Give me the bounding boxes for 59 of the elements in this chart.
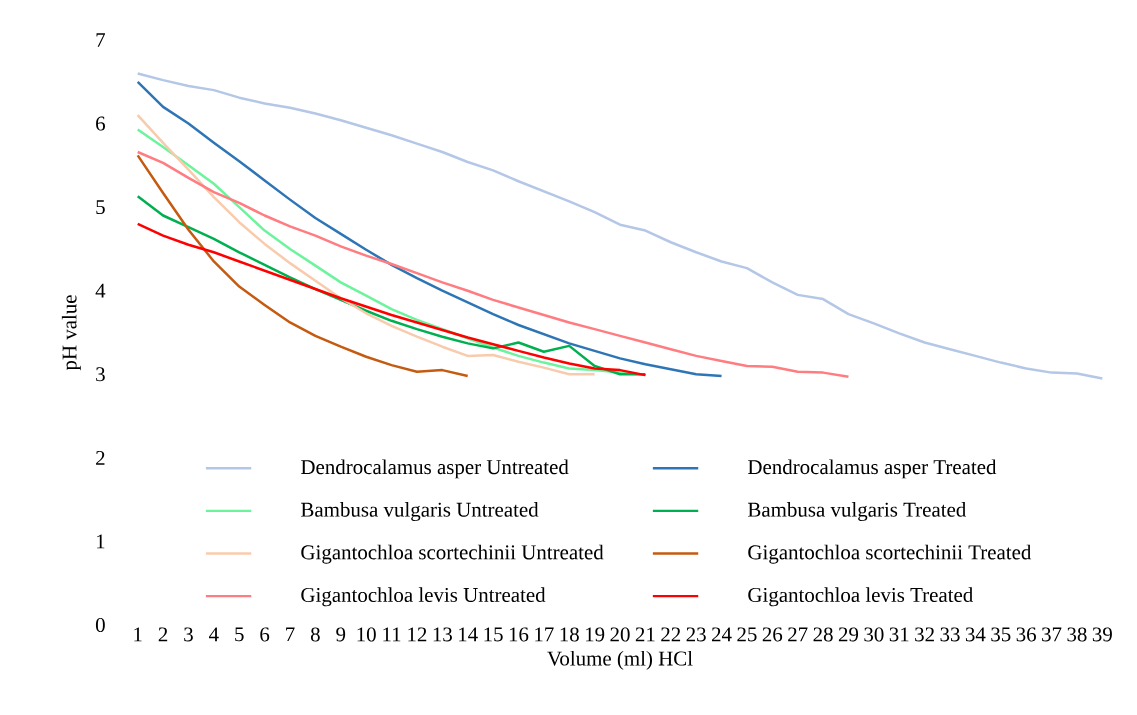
y-tick-label: 5 (96, 200, 105, 215)
x-tick-label: 5 (235, 627, 244, 642)
x-tick-label: 34 (965, 627, 986, 642)
x-tick-label: 22 (661, 627, 681, 642)
y-axis-title: pH value (61, 295, 81, 371)
x-tick-label: 25 (737, 627, 757, 642)
y-tick-label: 6 (96, 116, 106, 131)
legend-label: Gigantochloa levis Untreated (301, 587, 546, 607)
x-tick-label: 21 (635, 627, 655, 642)
legend-label: Bambusa vulgaris Untreated (301, 502, 539, 522)
x-tick-label: 37 (1042, 627, 1062, 642)
x-tick-label: 9 (336, 627, 346, 642)
x-tick-label: 35 (991, 627, 1011, 642)
x-tick-label: 33 (940, 627, 960, 642)
legend-label: Gigantochloa levis Treated (748, 587, 973, 607)
y-tick-label: 1 (97, 534, 105, 549)
legend-label: Gigantochloa scortechinii Untreated (301, 544, 604, 564)
x-tick-label: 26 (762, 627, 783, 642)
x-tick-label: 12 (408, 627, 427, 642)
x-tick-label: 23 (686, 627, 706, 642)
x-tick-label: 19 (586, 627, 605, 642)
line-series (136, 150, 850, 379)
x-tick-label: 15 (484, 627, 503, 642)
x-tick-label: 31 (889, 627, 909, 642)
line-series (136, 154, 469, 378)
y-tick-label: 7 (96, 33, 106, 47)
x-tick-label: 4 (209, 627, 219, 642)
x-tick-label: 10 (357, 627, 376, 642)
x-tick-label: 17 (535, 627, 554, 642)
x-tick-label: 24 (711, 627, 732, 642)
x-tick-label: 32 (915, 627, 934, 642)
x-tick-label: 11 (383, 627, 401, 642)
legend-label: Gigantochloa scortechinii Treated (748, 544, 1032, 564)
x-tick-label: 28 (813, 627, 833, 642)
x-tick-label: 27 (788, 627, 808, 642)
x-tick-label: 3 (184, 627, 193, 642)
x-tick-label: 30 (864, 627, 884, 642)
x-tick-label: 39 (1092, 627, 1112, 642)
x-tick-label: 13 (433, 627, 452, 642)
x-tick-label: 14 (459, 627, 478, 642)
x-tick-label: 1 (134, 627, 142, 642)
x-tick-label: 7 (286, 627, 295, 642)
legend-label: Bambusa vulgaris Treated (748, 502, 967, 522)
y-tick-label: 3 (96, 367, 105, 382)
x-tick-label: 16 (509, 627, 529, 642)
x-tick-label: 38 (1067, 627, 1087, 642)
x-tick-label: 6 (260, 627, 270, 642)
x-tick-label: 29 (838, 627, 859, 642)
y-tick-label: 4 (95, 283, 106, 298)
x-tick-label: 8 (310, 627, 320, 642)
x-tick-label: 36 (1016, 627, 1037, 642)
x-tick-label: 18 (560, 627, 579, 642)
legend-label: Dendrocalamus asper Untreated (301, 459, 569, 479)
legend-label: Dendrocalamus asper Treated (748, 459, 997, 479)
x-tick-label: 20 (610, 627, 630, 642)
x-tick-label: 2 (158, 627, 168, 642)
y-tick-label: 0 (95, 617, 105, 633)
y-tick-label: 2 (96, 450, 105, 465)
x-axis-title: Volume (ml) HCl (547, 650, 693, 670)
